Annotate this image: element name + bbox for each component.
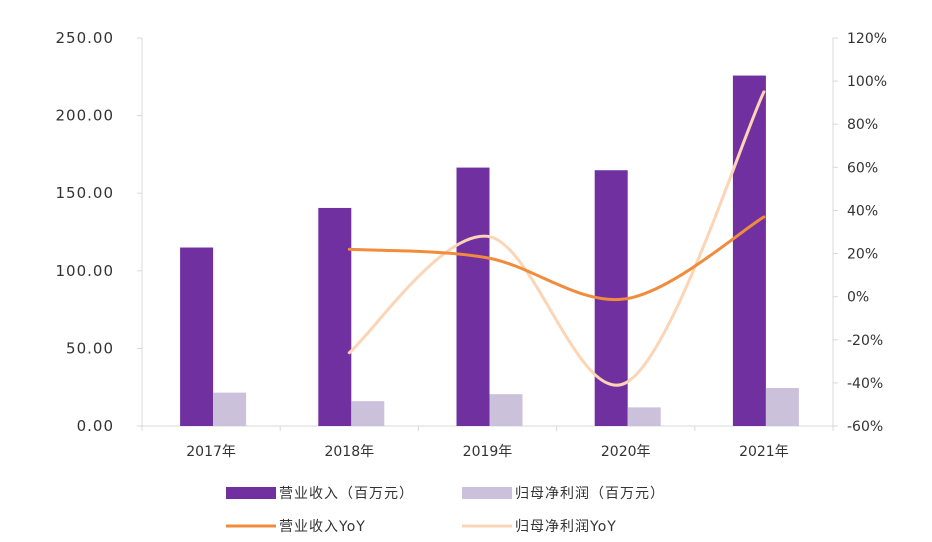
legend-item-net-profit-label: 归母净利润（百万元） <box>515 485 665 502</box>
bar-net-profit <box>765 387 799 426</box>
bar-net-profit <box>627 407 661 426</box>
y-right-tick-label: -60% <box>847 419 883 435</box>
bars-layer <box>180 75 799 427</box>
legend: 营业收入（百万元） 归母净利润（百万元） 营业收入YoY 归母净利润YoY <box>226 485 665 535</box>
legend-item-revenue-yoy-label: 营业收入YoY <box>279 519 366 535</box>
x-tick-label: 2018年 <box>324 444 374 460</box>
y-left-tick-label: 200.00 <box>56 107 115 125</box>
legend-item-revenue-swatch <box>226 487 276 499</box>
y-right-tick-label: 20% <box>847 247 878 263</box>
y-right-tick-label: 0% <box>847 290 869 306</box>
y-right-tick-label: -20% <box>847 333 883 349</box>
y-right-tick-label: 40% <box>847 203 878 219</box>
x-tick-label: 2017年 <box>186 444 236 460</box>
axes-layer: 0.00 50.00 100.00 150.00 200.00 250.00 -60% -40… <box>56 29 888 460</box>
bar-net-profit <box>213 392 247 426</box>
bar-revenue <box>180 247 214 426</box>
y-left-tick-label: 0.00 <box>77 417 114 435</box>
y-left-tick-label: 100.00 <box>56 262 115 280</box>
y-left-tick-label: 150.00 <box>56 184 115 202</box>
legend-item-net-profit-swatch <box>462 487 512 499</box>
y-left-tick-label: 250.00 <box>56 29 115 47</box>
lines-layer <box>347 90 766 387</box>
bar-net-profit <box>489 394 523 426</box>
y-left-tick-label: 50.00 <box>66 339 114 357</box>
line-net-profit-yoy <box>347 90 766 387</box>
y-right-tick-label: 60% <box>847 160 878 176</box>
bar-net-profit <box>351 401 385 426</box>
y-right-tick-label: 80% <box>847 117 878 133</box>
legend-item-revenue-label: 营业收入（百万元） <box>279 486 414 502</box>
bar-revenue <box>732 75 766 426</box>
x-tick-label: 2019年 <box>463 444 513 460</box>
x-tick-label: 2020年 <box>601 444 651 460</box>
line-revenue-yoy <box>347 215 766 302</box>
y-right-tick-label: 100% <box>847 74 887 90</box>
y-right-tick-label: -40% <box>847 376 883 392</box>
x-tick-label: 2021年 <box>739 444 789 460</box>
bar-revenue <box>318 207 352 426</box>
bar-revenue <box>456 167 490 427</box>
legend-item-net-profit-yoy-label: 归母净利润YoY <box>515 518 617 535</box>
y-right-tick-label: 120% <box>847 31 887 47</box>
